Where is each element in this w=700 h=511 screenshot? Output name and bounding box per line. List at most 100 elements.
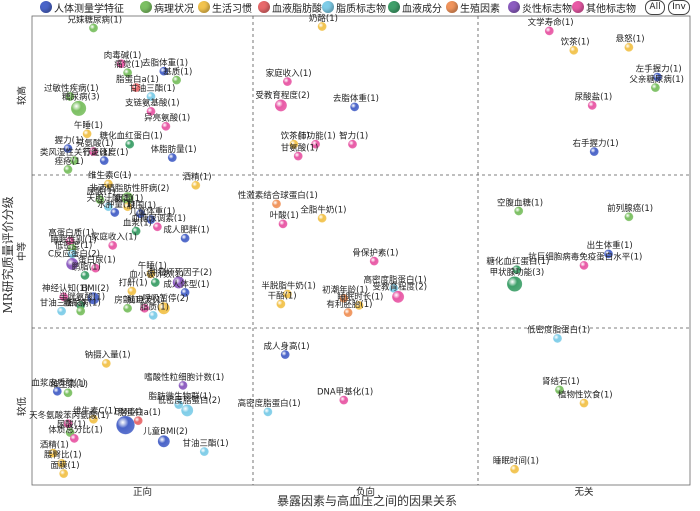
data-point[interactable]: 去脂体重(1) bbox=[333, 93, 379, 112]
point-marker[interactable] bbox=[91, 263, 101, 273]
point-marker[interactable] bbox=[293, 151, 303, 161]
data-point[interactable]: 脂肪微生物群(1) bbox=[148, 391, 212, 410]
data-point[interactable]: 父亲糖尿病(1) bbox=[629, 74, 684, 93]
data-point[interactable]: 受教育程度(2) bbox=[373, 282, 428, 303]
data-point[interactable]: 神经认知(1) bbox=[42, 283, 88, 302]
point-marker[interactable] bbox=[167, 153, 177, 163]
data-point[interactable]: 兄妹糖尿病(1) bbox=[68, 14, 123, 33]
point-marker[interactable] bbox=[604, 249, 613, 259]
data-point[interactable]: 高密度脂蛋白(1) bbox=[238, 398, 301, 417]
data-point[interactable]: 右手握力(1) bbox=[572, 138, 619, 157]
point-marker[interactable] bbox=[579, 260, 589, 270]
point-marker[interactable] bbox=[172, 276, 185, 289]
legend-item[interactable]: 血液脂肪酸 bbox=[258, 0, 322, 15]
data-point[interactable]: 家庭收入(1) bbox=[91, 232, 137, 250]
point-marker[interactable] bbox=[199, 447, 209, 457]
point-marker[interactable] bbox=[348, 139, 357, 149]
data-point[interactable]: 空腹血糖(1) bbox=[497, 197, 543, 216]
data-point[interactable]: 酒精(1) bbox=[182, 172, 212, 190]
point-marker[interactable] bbox=[282, 77, 292, 87]
point-marker[interactable] bbox=[343, 308, 353, 318]
point-marker[interactable] bbox=[178, 380, 188, 390]
point-marker[interactable] bbox=[354, 300, 364, 310]
point-marker[interactable] bbox=[282, 289, 292, 299]
point-marker[interactable] bbox=[123, 68, 133, 78]
data-point[interactable]: 面膜(1) bbox=[50, 460, 80, 479]
data-point[interactable]: 脂蛋白a(1) bbox=[116, 74, 159, 93]
data-point[interactable]: 体脂肪量(1) bbox=[151, 144, 197, 163]
point-marker[interactable] bbox=[69, 433, 79, 443]
data-point[interactable]: 血小板计数(1) bbox=[129, 269, 184, 287]
data-point[interactable]: BMI(2) bbox=[81, 284, 109, 305]
data-point[interactable]: 肺功能(1) bbox=[298, 131, 336, 149]
data-point[interactable]: 鹏脂(1) bbox=[72, 262, 101, 280]
point-marker[interactable] bbox=[57, 458, 67, 468]
point-marker[interactable] bbox=[146, 215, 156, 225]
data-point[interactable]: 全脂牛奶(1) bbox=[300, 205, 346, 223]
data-point[interactable]: 痛觉(1) bbox=[114, 59, 143, 78]
point-marker[interactable] bbox=[624, 42, 634, 52]
data-point[interactable]: 去脂体重(1) bbox=[142, 58, 188, 76]
data-point[interactable]: 房颤(1) bbox=[114, 295, 143, 313]
point-marker[interactable] bbox=[339, 395, 349, 405]
point-marker[interactable] bbox=[116, 415, 135, 435]
data-point[interactable]: 甘油三酯(1) bbox=[40, 297, 86, 316]
data-point[interactable]: 钠摄入量(1) bbox=[85, 350, 131, 368]
data-point[interactable]: 睡眠时长(1) bbox=[337, 292, 383, 310]
point-marker[interactable] bbox=[123, 303, 133, 313]
legend-item[interactable]: 炎性标志物 bbox=[508, 0, 572, 15]
data-point[interactable]: 过敏性疾病(1) bbox=[44, 83, 99, 101]
data-point[interactable]: 支链氨基酸(1) bbox=[125, 98, 180, 116]
point-marker[interactable] bbox=[317, 22, 327, 31]
data-point[interactable]: 基质(1) bbox=[163, 66, 192, 85]
data-point[interactable]: 糖尿病(3) bbox=[62, 92, 100, 117]
data-point[interactable]: 行走速度(1) bbox=[82, 147, 128, 166]
point-marker[interactable] bbox=[80, 270, 90, 280]
data-point[interactable]: 悬怒(1) bbox=[616, 34, 645, 52]
point-marker[interactable] bbox=[59, 469, 69, 479]
data-point[interactable]: 性激素结合球蛋白(1) bbox=[238, 190, 318, 209]
point-marker[interactable] bbox=[140, 303, 150, 313]
point-marker[interactable] bbox=[506, 276, 523, 292]
data-point[interactable]: 饮茶(1) bbox=[281, 131, 310, 149]
data-point[interactable]: BMI(4) bbox=[114, 408, 142, 435]
data-point[interactable]: 维生素C(1) bbox=[73, 406, 117, 424]
point-marker[interactable] bbox=[89, 23, 98, 33]
point-marker[interactable] bbox=[514, 206, 524, 216]
point-marker[interactable] bbox=[553, 333, 562, 343]
data-point[interactable]: 午睡(1) bbox=[74, 120, 103, 139]
data-point[interactable]: 嗜酸性粒细胞计数(1) bbox=[144, 372, 224, 390]
point-marker[interactable] bbox=[69, 156, 79, 166]
point-marker[interactable] bbox=[133, 416, 143, 426]
data-point[interactable]: 天胆汁酸(1) bbox=[87, 193, 133, 212]
data-point[interactable]: 甘氨酸(1) bbox=[281, 142, 319, 161]
point-marker[interactable] bbox=[127, 286, 137, 296]
point-marker[interactable] bbox=[392, 290, 405, 303]
data-point[interactable]: 甘油三酯(1) bbox=[129, 83, 175, 101]
point-marker[interactable] bbox=[65, 92, 75, 101]
data-point[interactable]: 打鼾(1) bbox=[119, 277, 148, 296]
data-point[interactable]: 受教育程度(2) bbox=[255, 90, 310, 112]
legend-item[interactable]: 病理状况 bbox=[140, 0, 194, 15]
data-point[interactable]: 干酪(1) bbox=[268, 290, 297, 309]
point-marker[interactable] bbox=[157, 302, 170, 315]
data-point[interactable]: 有利胚胎(1) bbox=[326, 299, 372, 318]
point-marker[interactable] bbox=[152, 222, 162, 232]
point-marker[interactable] bbox=[99, 156, 109, 166]
point-marker[interactable] bbox=[110, 208, 120, 217]
point-marker[interactable] bbox=[624, 212, 634, 222]
legend-item[interactable]: 其他标志物 bbox=[572, 0, 636, 15]
data-point[interactable]: 前列腺癌(1) bbox=[607, 203, 653, 222]
data-point[interactable]: 尿酸盐(1) bbox=[575, 92, 613, 110]
data-point[interactable]: 甘油三酯(1) bbox=[182, 438, 229, 457]
point-marker[interactable] bbox=[180, 288, 190, 297]
point-marker[interactable] bbox=[63, 419, 73, 429]
data-point[interactable]: 抗巨细胞病毒免疫蛋白水平(1) bbox=[528, 252, 642, 270]
point-marker[interactable] bbox=[89, 147, 98, 157]
point-marker[interactable] bbox=[263, 407, 273, 417]
data-point[interactable]: 高密度脂蛋白(1) bbox=[363, 275, 427, 293]
data-point[interactable]: 天冬氨酸苯丙氨酸(1) bbox=[29, 410, 109, 429]
data-point[interactable]: 低密度脂蛋白(2) bbox=[157, 395, 221, 417]
point-marker[interactable] bbox=[103, 179, 113, 189]
data-point[interactable]: 维生素(1) bbox=[50, 379, 88, 398]
